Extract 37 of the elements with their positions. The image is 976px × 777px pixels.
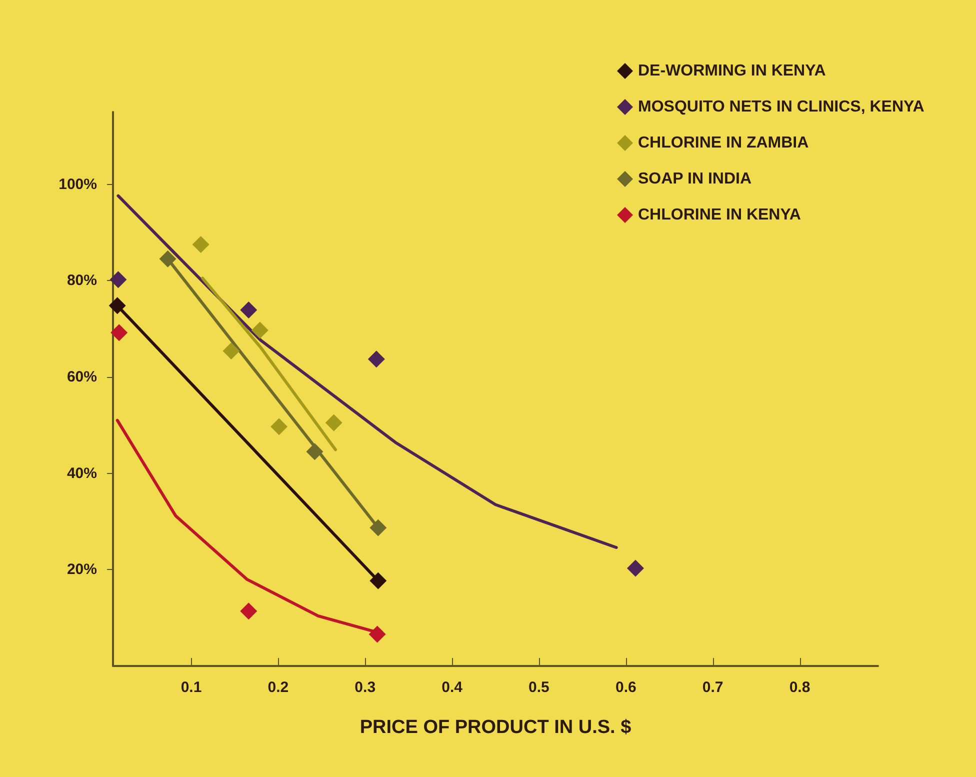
y-tick-label: 40% xyxy=(66,464,97,482)
x-tick-label: 0.6 xyxy=(615,679,636,696)
point xyxy=(325,414,342,432)
x-tick-label: 0.1 xyxy=(180,679,202,696)
point xyxy=(222,342,240,360)
x-axis-title: PRICE OF PRODUCT IN U.S. $ xyxy=(360,717,632,738)
y-tick-label: 100% xyxy=(58,176,97,193)
point xyxy=(251,322,268,339)
y-tick-label: 20% xyxy=(66,561,97,578)
y-tick-label: 80% xyxy=(66,272,97,290)
point xyxy=(159,250,176,268)
point xyxy=(110,324,128,342)
point xyxy=(240,301,258,318)
point xyxy=(270,418,288,436)
legend-label: SOAP IN INDIA xyxy=(638,170,752,188)
x-tick-label: 0.5 xyxy=(528,679,550,696)
line-series xyxy=(116,194,618,549)
point xyxy=(370,519,387,536)
point xyxy=(108,297,126,314)
point xyxy=(240,602,258,620)
point xyxy=(306,443,324,460)
point xyxy=(370,572,387,590)
x-tick-label: 0.4 xyxy=(442,679,464,696)
point xyxy=(192,236,210,253)
x-tick-label: 0.2 xyxy=(268,679,289,696)
x-tick-label: 0.7 xyxy=(702,679,724,696)
point xyxy=(110,271,127,288)
x-tick-label: 0.3 xyxy=(354,679,376,696)
legend-label: MOSQUITO NETS IN CLINICS, KENYA xyxy=(638,98,925,116)
x-tick-label: 0.8 xyxy=(789,679,810,696)
legend-label: CHLORINE IN ZAMBIA xyxy=(638,134,810,152)
point xyxy=(368,626,386,643)
point xyxy=(368,350,385,368)
y-tick-label: 60% xyxy=(66,368,97,386)
legend-label: DE-WORMING IN KENYA xyxy=(638,62,826,80)
legend-label: CHLORINE IN KENYA xyxy=(638,206,802,224)
point xyxy=(626,560,644,577)
